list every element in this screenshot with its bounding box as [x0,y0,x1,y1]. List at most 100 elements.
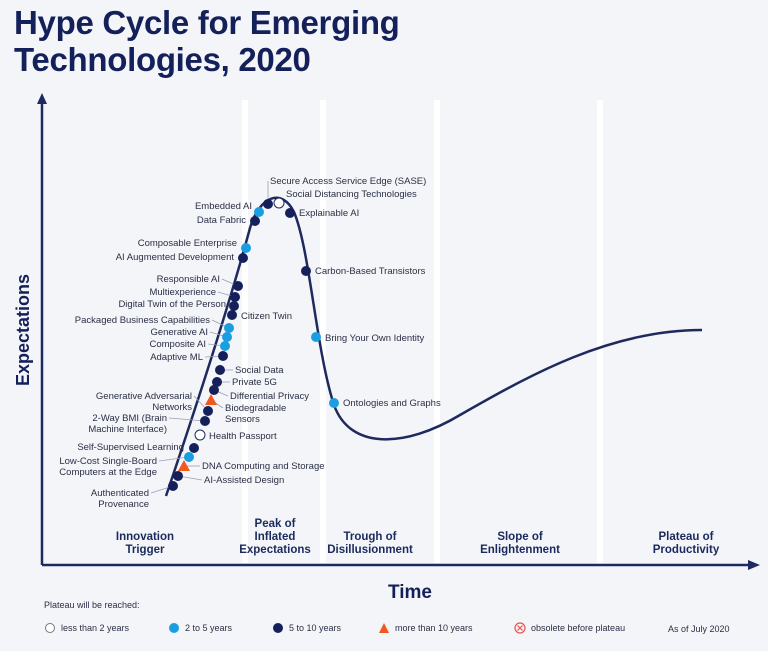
tech-differential-privacy-marker [209,385,219,395]
phase-label: Innovation [116,531,174,543]
tech-low-cost-single-board-computers-at-the-edge-label: Low-Cost Single-Board Computers at the Ed… [59,456,157,478]
tech-secure-access-service-edge-sase-marker [263,199,273,209]
tech-adaptive-ml-marker [218,351,228,361]
y-axis-arrow [37,93,47,104]
phase-divider [320,100,326,563]
phase-label: Trigger [126,544,166,556]
tech-generative-ai-label: Generative AI [150,327,208,338]
title-line-2: Technologies, 2020 [14,41,311,78]
legend-gt10-icon [379,623,389,633]
phase-label: Enlightenment [480,544,560,556]
legend-label: 5 to 10 years [289,623,342,633]
tech-composable-enterprise-marker [241,243,251,253]
tech-multiexperience-marker [230,292,240,302]
legend: Plateau will be reached: less than 2 yea… [44,600,764,645]
x-axis-label: Time [388,582,432,603]
tech-differential-privacy-label: Differential Privacy [230,391,309,402]
tech-secure-access-service-edge-sase-label: Secure Access Service Edge (SASE) [270,176,426,187]
tech-data-fabric-marker [250,216,260,226]
tech-digital-twin-of-the-person-label: Digital Twin of the Person [118,299,226,310]
tech-2-way-bmi-brain-machine-interface-label: 2-Way BMI (Brain Machine Interface) [88,413,167,435]
tech-packaged-business-capabilities-marker [224,323,234,333]
tech-multiexperience-label: Multiexperience [149,287,216,298]
tech-digital-twin-of-the-person-marker [229,301,239,311]
x-axis-arrow [748,560,760,570]
tech-social-distancing-technologies-marker [273,197,285,209]
tech-2-way-bmi-brain-machine-interface-marker [200,416,210,426]
tech-self-supervised-learning-label: Self-Supervised Learning [77,442,184,453]
phase-divider [434,100,440,563]
tech-dna-computing-and-storage-label: DNA Computing and Storage [202,461,325,472]
legend-item-more-than-10-years: more than 10 years [378,622,473,634]
legend-heading: Plateau will be reached: [44,600,140,610]
phase-label: Expectations [239,544,311,556]
tech-carbon-based-transistors-label: Carbon-Based Transistors [315,266,426,277]
tech-health-passport-marker [194,429,206,441]
tech-ai-assisted-design-marker [173,471,183,481]
phase-label: Disillusionment [327,544,413,556]
y-axis-label: Expectations [13,274,33,386]
tech-ontologies-and-graphs-label: Ontologies and Graphs [343,398,441,409]
tech-self-supervised-learning-marker [189,443,199,453]
legend-label: more than 10 years [395,623,473,633]
legend-item-obsolete-before-plateau: obsolete before plateau [514,622,625,634]
tech-composite-ai-label: Composite AI [150,339,207,350]
tech-authenticated-provenance-marker [168,481,178,491]
tech-low-cost-single-board-computers-at-the-edge-marker [184,452,194,462]
tech-composable-enterprise-label: Composable Enterprise [138,238,237,249]
phase-label: Slope of [497,531,543,543]
tech-ai-augmented-development-label: AI Augmented Development [116,252,235,263]
legend-item-2-to-5-years: 2 to 5 years [168,622,232,634]
tech-generative-ai-marker [222,332,232,342]
tech-explainable-ai-label: Explainable AI [299,208,359,219]
tech-low-cost-single-board-computers-at-the-edge-leader [158,456,190,462]
tech-social-data-label: Social Data [235,365,284,376]
legend-lt2-icon [45,623,55,633]
tech-data-fabric-label: Data Fabric [197,215,246,226]
phase-divider [597,100,603,563]
legend-label: obsolete before plateau [531,623,626,633]
tech-responsible-ai-marker [233,281,243,291]
legend-y2to5-icon [169,623,179,633]
tech-adaptive-ml-label: Adaptive ML [150,352,203,363]
tech-ai-assisted-design-label: AI-Assisted Design [204,475,284,486]
tech-embedded-ai-marker [254,207,264,217]
tech-ai-augmented-development-marker [238,253,248,263]
tech-packaged-business-capabilities-label: Packaged Business Capabilities [75,315,210,326]
phase-divider [242,100,248,563]
title-line-1: Hype Cycle for Emerging [14,4,400,41]
phase-label: Plateau of [659,531,714,543]
tech-generative-adversarial-networks-marker [203,406,213,416]
tech-explainable-ai-marker [285,208,295,218]
legend-item-less-than-2-years: less than 2 years [44,622,129,634]
tech-bring-your-own-identity-marker [311,332,321,342]
tech-carbon-based-transistors-marker [301,266,311,276]
tech-embedded-ai-label: Embedded AI [195,201,252,212]
tech-authenticated-provenance-label: Authenticated Provenance [91,488,149,510]
tech-biodegradable-sensors-label: Biodegradable Sensors [225,403,286,425]
tech-dna-computing-and-storage-marker [178,460,190,471]
legend-label: less than 2 years [61,623,130,633]
legend-y5to10-icon [273,623,283,633]
tech-biodegradable-sensors-marker [205,394,217,405]
tech-composite-ai-marker [220,341,230,351]
chart-title: Hype Cycle for Emerging Technologies, 20… [14,4,400,78]
tech-social-distancing-technologies-label: Social Distancing Technologies [286,189,417,200]
phase-label: Productivity [653,544,720,556]
tech-social-data-marker [215,365,225,375]
tech-responsible-ai-label: Responsible AI [157,274,220,285]
phase-label: Inflated [255,531,296,543]
tech-health-passport-label: Health Passport [209,431,277,442]
tech-citizen-twin-marker [227,310,237,320]
tech-citizen-twin-label: Citizen Twin [241,311,292,322]
tech-private-5g-marker [212,377,222,387]
as-of-date: As of July 2020 [668,624,730,634]
legend-obsolete-icon [514,622,526,634]
tech-generative-adversarial-networks-label: Generative Adversarial Networks [96,391,192,413]
tech-ontologies-and-graphs-marker [329,398,339,408]
tech-private-5g-label: Private 5G [232,377,277,388]
tech-bring-your-own-identity-label: Bring Your Own Identity [325,333,425,344]
legend-item-5-to-10-years: 5 to 10 years [272,622,341,634]
phase-label: Trough of [343,531,396,543]
